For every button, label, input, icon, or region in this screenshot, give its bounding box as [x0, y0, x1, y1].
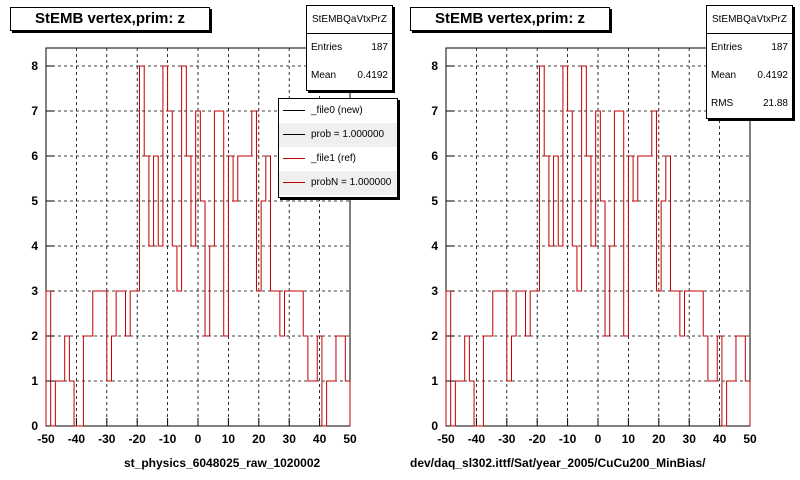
- x-axis-caption: dev/daq_sl302.ittf/Sat/year_2005/CuCu200…: [410, 456, 706, 470]
- y-tick-label: 2: [431, 329, 438, 343]
- y-tick-label: 1: [431, 374, 438, 388]
- legend-entry: prob = 1.000000: [279, 123, 397, 147]
- x-tick-label: -30: [498, 432, 516, 446]
- legend-label: _file0 (new): [311, 105, 363, 116]
- histogram-series: [445, 65, 751, 427]
- y-tick-label: 8: [31, 59, 38, 73]
- legend-label: _file1 (ref): [311, 153, 357, 164]
- stats-rms-label: RMS: [711, 98, 734, 109]
- stats-mean-value: 0.4192: [357, 70, 388, 81]
- x-tick-label: 40: [313, 432, 327, 446]
- x-tick-label: -40: [468, 432, 486, 446]
- y-tick-label: 5: [431, 194, 438, 208]
- x-tick-label: -50: [37, 432, 55, 446]
- stats-name: StEMBQaVtxPrZ: [307, 6, 392, 34]
- legend-swatch: [283, 134, 305, 135]
- x-tick-label: 10: [622, 432, 636, 446]
- x-tick-label: -10: [559, 432, 577, 446]
- legend: _file0 (new) prob = 1.000000 _file1 (ref…: [278, 98, 398, 198]
- stats-row-mean: Mean 0.4192: [707, 62, 792, 90]
- legend-label: probN = 1.000000: [311, 177, 392, 188]
- histogram-panel-left: -50 -40 -30 -20 -10 0 10 20 30 40 50 0 1 2 3 4 5 6 7 8 StEM…: [10, 5, 398, 470]
- legend-entry: _file1 (ref): [279, 147, 397, 171]
- y-tick-label: 6: [431, 149, 438, 163]
- x-tick-label: -20: [129, 432, 147, 446]
- stats-entries-label: Entries: [711, 42, 743, 53]
- y-tick-label: 6: [31, 149, 38, 163]
- y-tick-label: 8: [431, 59, 438, 73]
- y-tick-label: 1: [31, 374, 38, 388]
- stats-row-entries: Entries 187: [307, 34, 392, 62]
- stats-name: StEMBQaVtxPrZ: [707, 6, 792, 34]
- stats-mean-label: Mean: [711, 70, 737, 81]
- x-tick-label: 30: [683, 432, 697, 446]
- x-tick-label: -50: [437, 432, 455, 446]
- y-tick-label: 7: [31, 104, 38, 118]
- y-tick-label: 0: [31, 419, 38, 433]
- x-tick-label: -30: [98, 432, 116, 446]
- y-tick-label: 3: [31, 284, 38, 298]
- histogram-panel-right: -50 -40 -30 -20 -10 0 10 20 30 40 50 0 1 2 3 4 5 6 7 8 StEM…: [400, 0, 800, 480]
- legend-swatch: [283, 110, 305, 111]
- plot-title: StEMB vertex,prim: z: [410, 7, 610, 31]
- legend-swatch: [283, 158, 305, 159]
- stats-mean-label: Mean: [311, 70, 337, 81]
- stats-box: StEMBQaVtxPrZ Entries 187 Mean 0.4192 RM…: [706, 5, 793, 119]
- legend-label: prob = 1.000000: [311, 129, 385, 140]
- stats-row-mean: Mean 0.4192: [307, 62, 392, 90]
- x-tick-label: 30: [283, 432, 297, 446]
- stats-box: StEMBQaVtxPrZ Entries 187 Mean 0.4192: [306, 5, 393, 91]
- stats-row-entries: Entries 187: [707, 34, 792, 62]
- x-tick-label: 40: [713, 432, 727, 446]
- stats-rms-value: 21.88: [762, 98, 788, 109]
- y-tick-label: 4: [31, 239, 38, 253]
- x-tick-label: -10: [159, 432, 177, 446]
- x-axis-caption: st_physics_6048025_raw_1020002: [124, 456, 321, 470]
- y-tick-label: 2: [31, 329, 38, 343]
- stats-row-rms: RMS 21.88: [707, 90, 792, 118]
- x-tick-label: 0: [195, 432, 202, 446]
- stats-entries-value: 187: [771, 42, 788, 53]
- plot-title: StEMB vertex,prim: z: [10, 7, 210, 31]
- y-tick-label: 4: [431, 239, 438, 253]
- stats-mean-value: 0.4192: [757, 70, 788, 81]
- y-tick-label: 3: [431, 284, 438, 298]
- x-tick-label: 20: [252, 432, 266, 446]
- x-tick-label: -40: [68, 432, 86, 446]
- x-tick-label: 0: [595, 432, 602, 446]
- x-tick-label: 10: [222, 432, 236, 446]
- y-tick-label: 5: [31, 194, 38, 208]
- stats-entries-label: Entries: [311, 42, 343, 53]
- x-tick-label: -20: [529, 432, 547, 446]
- x-tick-label: 50: [343, 432, 357, 446]
- legend-entry: probN = 1.000000: [279, 171, 397, 195]
- legend-entry: _file0 (new): [279, 99, 397, 123]
- stats-entries-value: 187: [371, 42, 388, 53]
- histogram-series: [45, 65, 351, 427]
- y-tick-label: 7: [431, 104, 438, 118]
- legend-swatch: [283, 182, 305, 183]
- x-tick-label: 50: [743, 432, 757, 446]
- y-tick-label: 0: [431, 419, 438, 433]
- x-tick-label: 20: [652, 432, 666, 446]
